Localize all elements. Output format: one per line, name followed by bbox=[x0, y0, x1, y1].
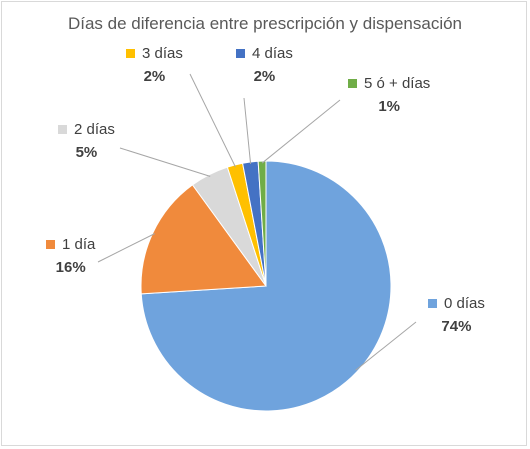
leader-line-5 bbox=[261, 99, 341, 164]
leader-line-3 bbox=[189, 73, 236, 168]
label-swatch-5 bbox=[348, 79, 357, 88]
value-label-0: 74% bbox=[441, 318, 471, 335]
leader-line-2 bbox=[119, 147, 211, 177]
value-label-5: 1% bbox=[378, 98, 400, 115]
category-label-2: 2 días bbox=[74, 121, 115, 138]
chart-title: Días de diferencia entre prescripción y … bbox=[67, 14, 463, 33]
label-swatch-1 bbox=[46, 240, 55, 249]
category-label-0: 0 días bbox=[444, 295, 485, 312]
label-swatch-3 bbox=[126, 49, 135, 58]
pie-slice-5 bbox=[257, 160, 267, 287]
value-label-3: 2% bbox=[144, 68, 166, 85]
value-label-2: 5% bbox=[76, 144, 98, 161]
data-labels: 0 días 74% 1 día 16% 2 días 5% 3 días 2% 4 días 2… bbox=[46, 45, 485, 335]
leader-line-1 bbox=[97, 233, 155, 263]
label-swatch-0 bbox=[428, 299, 437, 308]
leader-line-4 bbox=[243, 97, 252, 165]
pie-slices bbox=[140, 160, 392, 412]
value-label-4: 2% bbox=[254, 68, 276, 85]
category-label-1: 1 día bbox=[62, 236, 96, 253]
category-label-4: 4 días bbox=[252, 45, 293, 62]
category-label-3: 3 días bbox=[142, 45, 183, 62]
label-swatch-4 bbox=[236, 49, 245, 58]
pie-slice-1 bbox=[140, 184, 267, 295]
label-swatch-2 bbox=[58, 125, 67, 134]
value-label-1: 16% bbox=[56, 259, 86, 276]
leader-line-0 bbox=[355, 321, 417, 371]
leader-lines bbox=[97, 73, 417, 371]
category-label-5: 5 ó + días bbox=[364, 75, 430, 92]
